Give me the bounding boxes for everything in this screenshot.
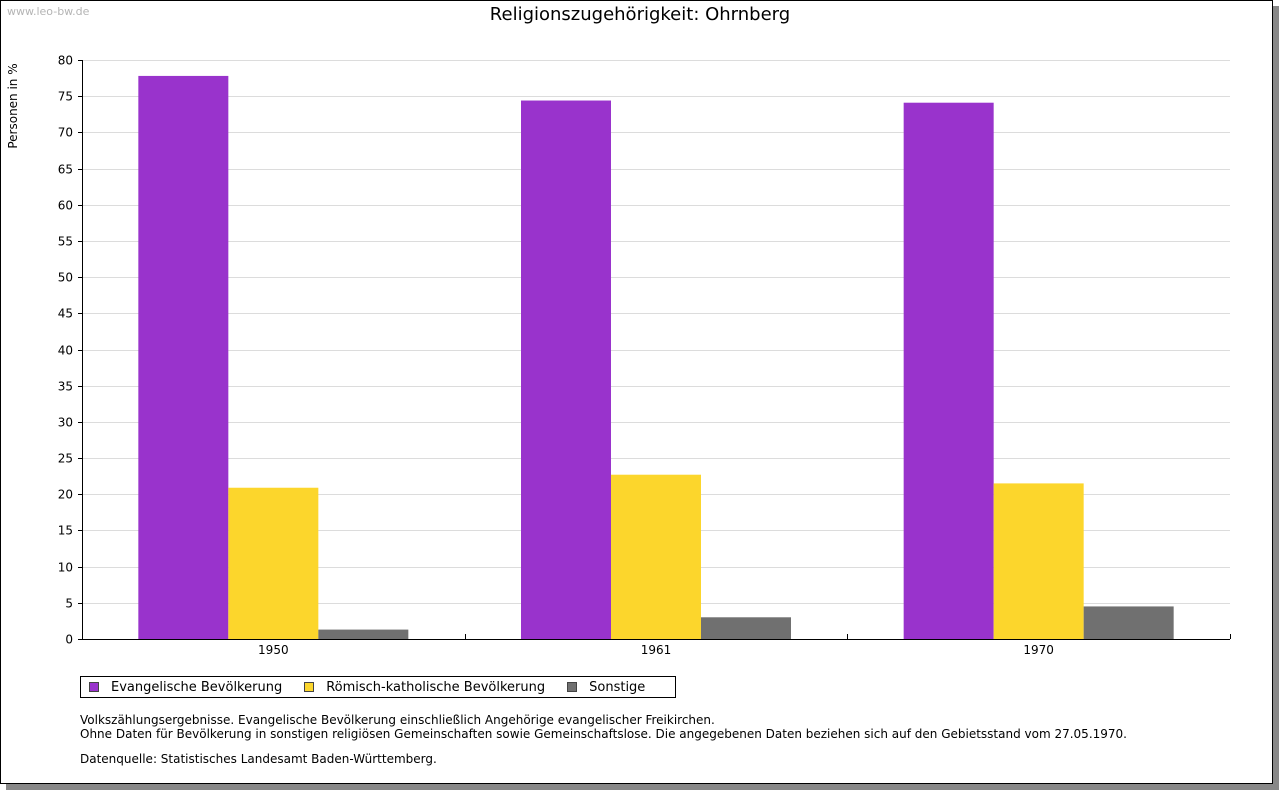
bar [701, 617, 791, 639]
bar [903, 102, 994, 640]
y-tick-label: 55 [58, 235, 73, 249]
bar [228, 487, 319, 639]
bars [138, 75, 1174, 640]
legend-item-katholisch: Römisch-katholische Bevölkerung [304, 680, 545, 695]
y-tick-label: 35 [58, 380, 73, 394]
y-tick-label: 40 [58, 344, 73, 358]
y-tick-labels: 0 5 10 15 20 25 30 35 40 45 50 55 60 65 70 75 80 [58, 54, 73, 647]
x-tick-label: 1970 [1023, 643, 1054, 657]
y-tick-label: 75 [58, 90, 73, 104]
y-tick-label: 70 [58, 126, 73, 140]
legend-item-sonstige: Sonstige [567, 680, 645, 695]
legend-swatch-evangelisch [89, 682, 99, 692]
bar [1083, 606, 1174, 639]
y-tick-label: 25 [58, 452, 73, 466]
y-tick-label: 20 [58, 488, 73, 502]
data-source: Datenquelle: Statistisches Landesamt Bad… [80, 752, 437, 766]
chart-notes: Volkszählungsergebnisse. Evangelische Be… [80, 713, 1127, 741]
x-tick-label: 1950 [258, 643, 289, 657]
legend-label-katholisch: Römisch-katholische Bevölkerung [326, 679, 546, 695]
bar [138, 75, 229, 640]
y-tick-label: 45 [58, 307, 73, 321]
bar [318, 629, 409, 639]
chart-title: Religionszugehörigkeit: Ohrnberg [489, 4, 791, 25]
frame-shadow-right [1273, 6, 1279, 790]
legend: Evangelische Bevölkerung Römisch-katholi… [80, 676, 676, 698]
y-tick-label: 10 [58, 561, 73, 575]
legend-item-evangelisch: Evangelische Bevölkerung [89, 680, 282, 695]
bar [611, 474, 701, 639]
y-tick-label: 15 [58, 524, 73, 538]
y-tick-label: 65 [58, 163, 73, 177]
legend-swatch-sonstige [567, 682, 578, 692]
y-tick-label: 30 [58, 416, 73, 430]
note-line-2: Ohne Daten für Bevölkerung in sonstigen … [80, 727, 1127, 741]
legend-label-evangelisch: Evangelische Bevölkerung [111, 679, 283, 695]
y-tick-label: 80 [58, 54, 73, 68]
watermark: www.leo-bw.de [7, 5, 90, 18]
note-line-1: Volkszählungsergebnisse. Evangelische Be… [80, 713, 715, 727]
bar [521, 100, 611, 639]
y-tick-label: 5 [65, 597, 73, 611]
y-tick-label: 50 [58, 271, 73, 285]
axes [78, 60, 1231, 640]
frame-shadow-bottom [6, 784, 1279, 790]
x-tick-label: 1961 [641, 643, 672, 657]
legend-swatch-katholisch [304, 682, 315, 692]
y-tick-label: 60 [58, 199, 73, 213]
x-tick-labels: 1950 1961 1970 [258, 643, 1054, 657]
bar [993, 483, 1084, 639]
y-tick-label: 0 [65, 633, 73, 647]
legend-label-sonstige: Sonstige [589, 679, 646, 695]
